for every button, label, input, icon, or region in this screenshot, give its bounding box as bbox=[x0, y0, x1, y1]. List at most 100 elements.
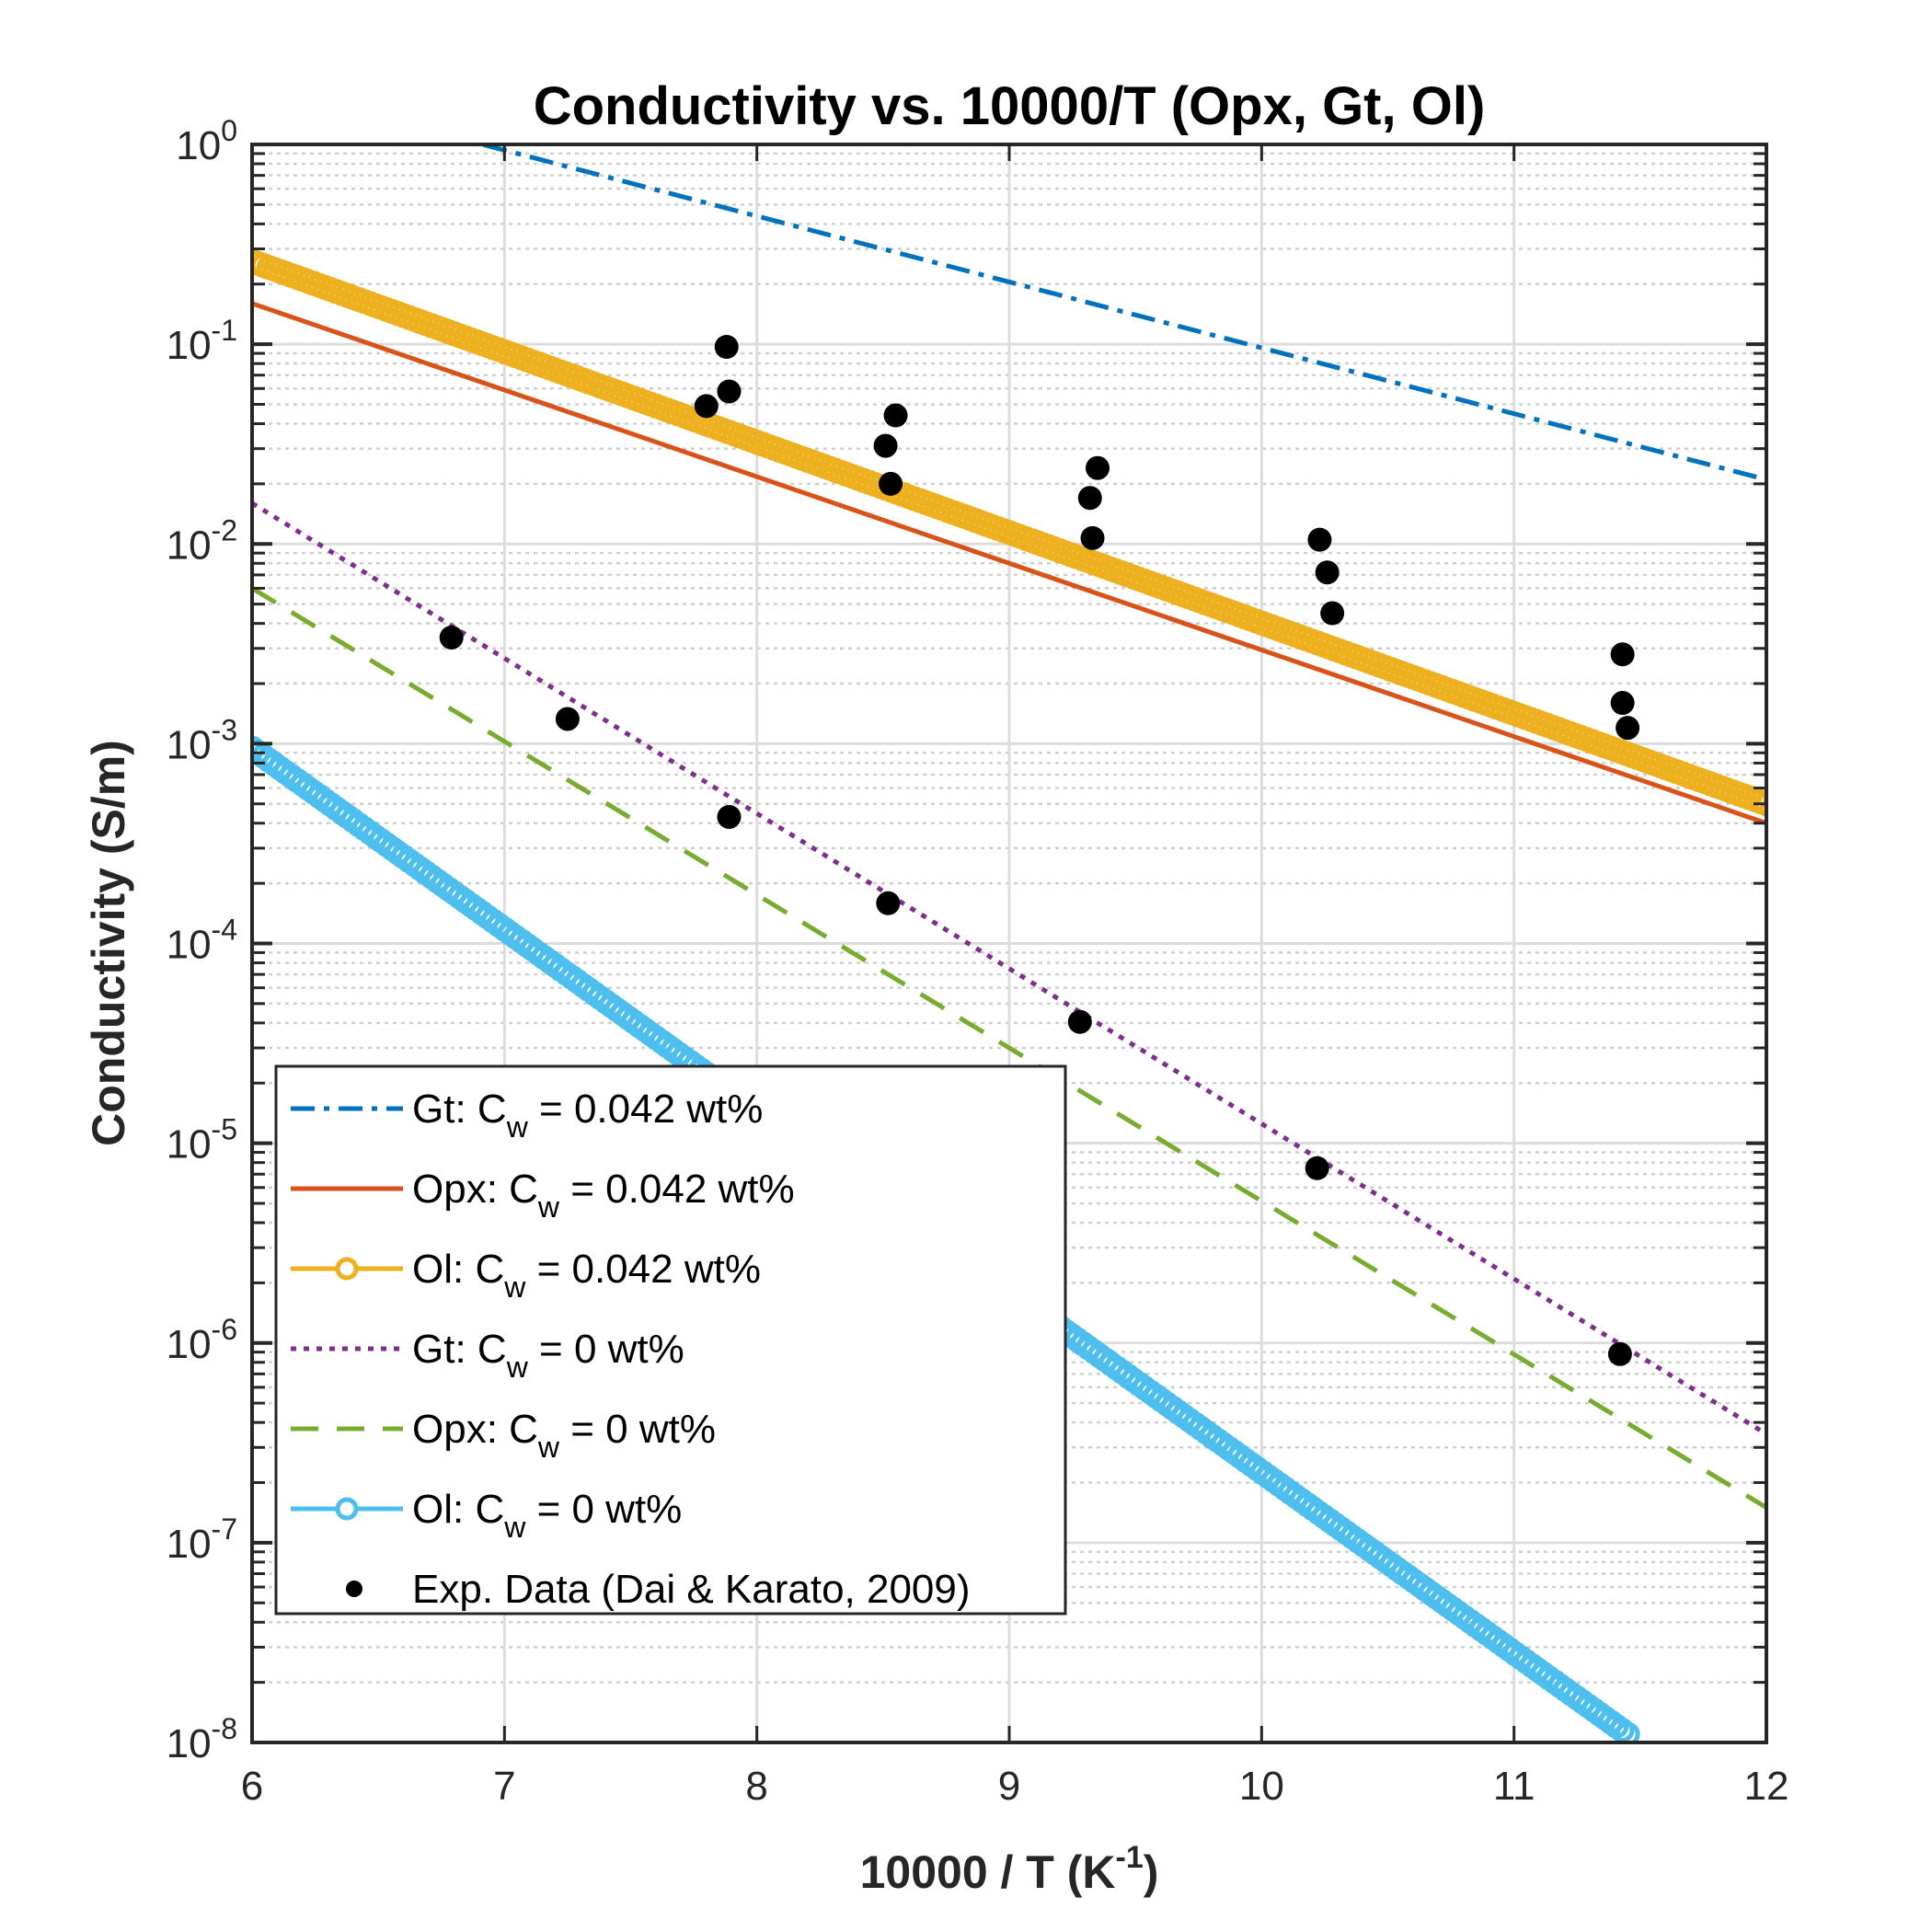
x-axis-label: 10000 / T (K-1) bbox=[860, 1840, 1159, 1898]
series-layer bbox=[252, 144, 1766, 1742]
chart-title: Conductivity vs. 10000/T (Opx, Gt, Ol) bbox=[534, 76, 1486, 136]
legend-label-subscript: w bbox=[506, 1351, 529, 1384]
legend-label: Exp. Data (Dai & Karato, 2009) bbox=[412, 1567, 971, 1612]
data-point bbox=[717, 804, 742, 829]
y-tick-label: 10-3 bbox=[167, 713, 237, 767]
x-tick-label: 12 bbox=[1744, 1764, 1789, 1809]
legend-label: Ol: Cw = 0.042 wt% bbox=[412, 1247, 761, 1304]
tick-marks bbox=[250, 143, 1768, 1744]
legend-label-text: Opx: C bbox=[412, 1167, 538, 1212]
x-tick-labels: 6 7 8 9 10 11 12 bbox=[241, 1764, 1789, 1809]
y-tick-label-exponent: -4 bbox=[212, 914, 237, 947]
legend-label-text: Ol: C bbox=[412, 1247, 504, 1292]
legend-box bbox=[274, 1064, 1067, 1616]
series-line bbox=[252, 301, 1766, 826]
legend-label: Ol: Cw = 0 wt% bbox=[412, 1487, 682, 1544]
data-point bbox=[1077, 486, 1102, 511]
x-tick-label: 11 bbox=[1493, 1764, 1535, 1809]
legend-label-text: = 0.042 wt% bbox=[559, 1167, 795, 1212]
legend-swatch-marker bbox=[335, 1257, 359, 1281]
y-tick-label-base: 10 bbox=[167, 1322, 212, 1367]
x-tick-label: 6 bbox=[241, 1764, 263, 1809]
y-tick-label: 10-2 bbox=[167, 513, 237, 568]
scatter-layer bbox=[439, 334, 1640, 1366]
x-tick-label: 8 bbox=[745, 1764, 767, 1809]
y-tick-label: 10-1 bbox=[167, 314, 237, 368]
legend-label-text: Exp. Data (Dai & Karato, 2009) bbox=[412, 1567, 971, 1612]
y-tick-label-exponent: 0 bbox=[221, 114, 237, 147]
data-point bbox=[876, 891, 901, 915]
data-point bbox=[1080, 525, 1105, 550]
y-tick-label: 10-5 bbox=[167, 1113, 237, 1167]
legend-label-text: Ol: C bbox=[412, 1487, 504, 1532]
y-tick-label: 100 bbox=[176, 114, 237, 168]
legend-label-subscript: w bbox=[537, 1190, 560, 1224]
legend-label-text: = 0.042 wt% bbox=[525, 1247, 761, 1292]
legend-label: Opx: Cw = 0 wt% bbox=[412, 1407, 716, 1464]
y-tick-label-base: 10 bbox=[167, 1522, 212, 1567]
data-point bbox=[717, 379, 742, 404]
y-tick-label: 10-4 bbox=[167, 914, 237, 968]
y-tick-label-base: 10 bbox=[167, 722, 212, 767]
data-point bbox=[1305, 1156, 1329, 1180]
data-point bbox=[1610, 642, 1635, 667]
legend-label-subscript: w bbox=[537, 1431, 560, 1464]
legend-label-text: Gt: C bbox=[412, 1327, 507, 1372]
y-tick-label-base: 10 bbox=[167, 1721, 212, 1766]
y-tick-label-exponent: -2 bbox=[212, 513, 237, 546]
y-tick-label-base: 10 bbox=[167, 323, 212, 368]
data-point bbox=[1067, 1009, 1092, 1034]
legend-label-subscript: w bbox=[503, 1271, 526, 1304]
legend-label-text: = 0.042 wt% bbox=[528, 1087, 764, 1132]
legend-label-text: = 0 wt% bbox=[559, 1407, 716, 1452]
data-point bbox=[1320, 601, 1345, 626]
legend-swatch-marker bbox=[335, 1497, 359, 1521]
data-point bbox=[439, 625, 464, 650]
y-tick-label-base: 10 bbox=[167, 923, 212, 968]
x-axis-label-tail: ) bbox=[1144, 1846, 1159, 1898]
y-tick-label-exponent: -1 bbox=[212, 314, 237, 347]
series-line bbox=[252, 586, 1766, 1510]
legend-label-text: = 0 wt% bbox=[525, 1487, 682, 1532]
legend-label-text: Opx: C bbox=[412, 1407, 538, 1452]
y-tick-label-base: 10 bbox=[167, 523, 212, 568]
series-marker bbox=[1615, 1721, 1640, 1742]
x-tick-label: 9 bbox=[998, 1764, 1020, 1809]
y-tick-label: 10-7 bbox=[167, 1512, 237, 1567]
legend-label: Gt: Cw = 0.042 wt% bbox=[412, 1087, 763, 1144]
legend-label-subscript: w bbox=[506, 1110, 529, 1144]
data-point bbox=[1616, 716, 1640, 741]
y-tick-label-base: 10 bbox=[176, 123, 221, 168]
x-tick-label: 7 bbox=[493, 1764, 515, 1809]
data-point bbox=[694, 394, 719, 419]
y-axis-label: Conductivity (S/m) bbox=[83, 740, 134, 1146]
y-tick-label-exponent: -6 bbox=[212, 1313, 237, 1346]
data-point bbox=[1610, 691, 1635, 716]
data-point bbox=[1307, 527, 1332, 552]
y-tick-label: 10-8 bbox=[167, 1712, 237, 1766]
data-point bbox=[879, 471, 903, 496]
legend-label-subscript: w bbox=[503, 1511, 526, 1544]
legend-label: Opx: Cw = 0.042 wt% bbox=[412, 1167, 795, 1224]
data-point bbox=[873, 433, 898, 458]
legend-label: Gt: Cw = 0 wt% bbox=[412, 1327, 684, 1384]
data-point bbox=[1607, 1341, 1632, 1366]
legend-swatch-marker bbox=[346, 1581, 362, 1597]
legend: Gt: Cw = 0.042 wt%Opx: Cw = 0.042 wt%Ol:… bbox=[274, 1064, 1067, 1616]
x-tick-label: 10 bbox=[1239, 1764, 1284, 1809]
legend-label-text: = 0 wt% bbox=[528, 1327, 684, 1372]
data-point bbox=[714, 334, 739, 359]
data-point bbox=[1086, 455, 1110, 480]
y-tick-label-base: 10 bbox=[167, 1122, 212, 1167]
y-tick-label-exponent: -8 bbox=[212, 1712, 237, 1745]
y-tick-label-exponent: -7 bbox=[212, 1512, 237, 1546]
y-tick-label-exponent: -5 bbox=[212, 1113, 237, 1146]
y-tick-label-exponent: -3 bbox=[212, 713, 237, 746]
y-tick-label: 10-6 bbox=[167, 1313, 237, 1367]
data-point bbox=[1315, 560, 1340, 585]
x-axis-label-base: 10000 / T (K bbox=[860, 1846, 1116, 1898]
data-point bbox=[883, 403, 908, 428]
series-line bbox=[252, 500, 1766, 1436]
